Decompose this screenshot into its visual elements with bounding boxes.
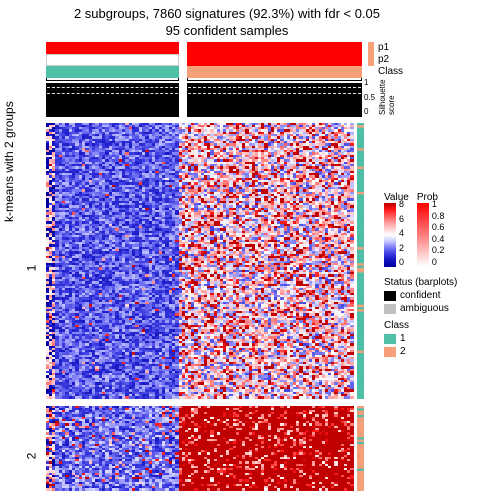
heatmap-block1-right — [179, 123, 354, 399]
ann-color-strip — [368, 42, 374, 66]
group-labels: 1 2 — [24, 42, 46, 491]
legend-prob: Prob 10.80.60.40.20 — [417, 192, 438, 277]
silhouette-axis: 1 0.5 0 Silhouette score — [364, 81, 378, 115]
legend-value: Value 86420 — [384, 192, 409, 277]
legend-status: Status (barplots) confidentambiguous — [384, 277, 499, 314]
heatmap-block2-right — [179, 406, 354, 491]
heatmap — [46, 123, 362, 491]
title-sub: 95 confident samples — [0, 23, 504, 38]
ann-label-class: Class — [378, 66, 403, 77]
ann-label-p2: p2 — [378, 54, 389, 65]
ann-label-p1: p1 — [378, 42, 389, 53]
heatmap-block2-left — [46, 406, 179, 491]
legends: Value 86420 Prob 10.80.60.40.20 Status (… — [384, 192, 499, 357]
heatmap-block1-left — [46, 123, 179, 399]
column-annotations — [46, 42, 362, 117]
title-main: 2 subgroups, 7860 signatures (92.3%) wit… — [0, 6, 504, 21]
y-axis-label: k-means with 2 groups — [2, 101, 16, 222]
legend-class: Class 12 — [384, 320, 499, 357]
